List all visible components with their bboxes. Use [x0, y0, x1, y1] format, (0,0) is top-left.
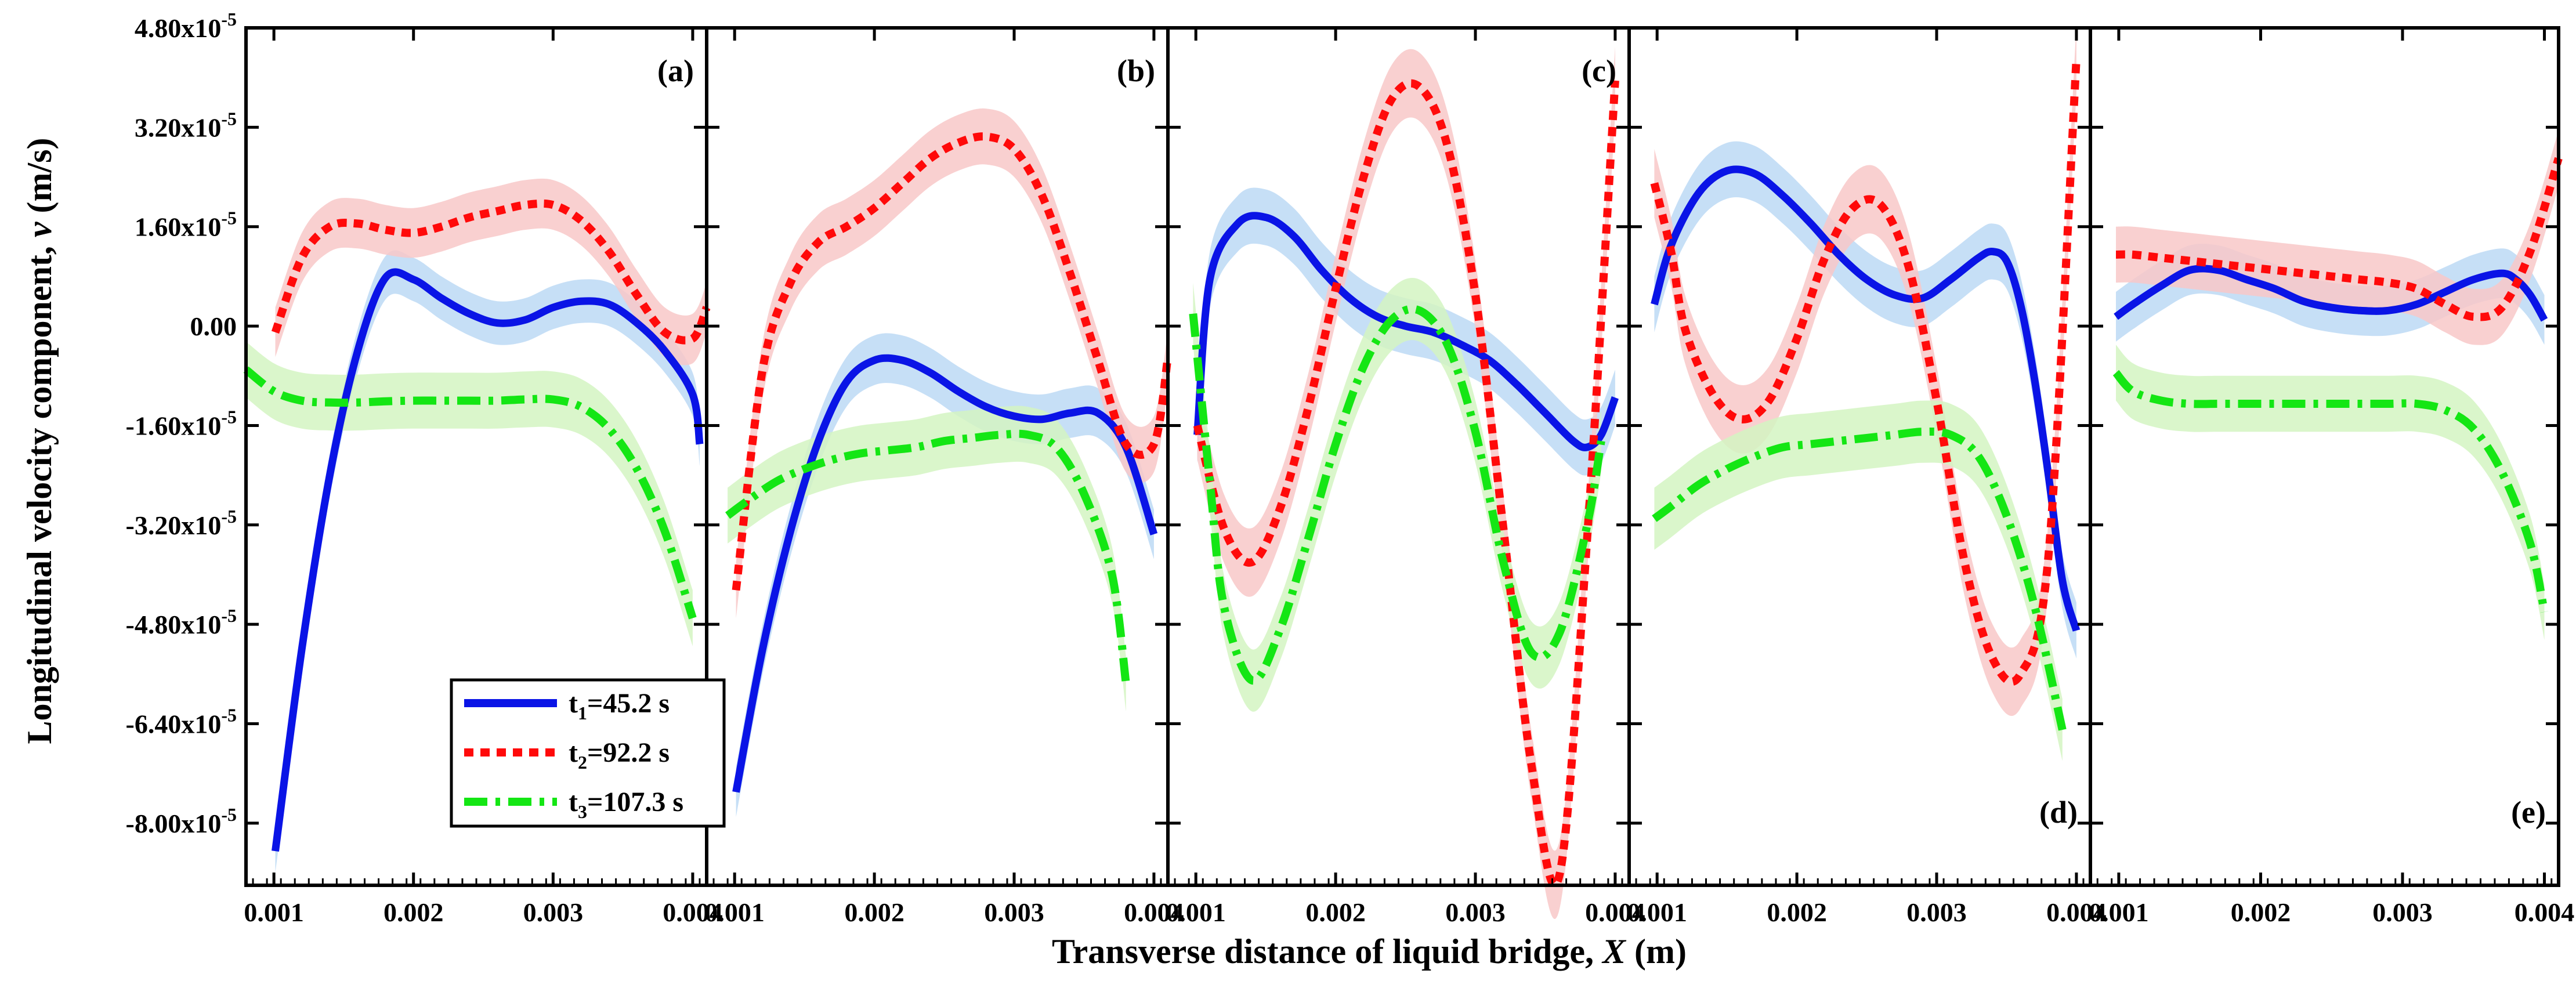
x-axis-title: Transverse distance of liquid bridge, X …	[1052, 932, 1687, 971]
x-tick-label: 0.002	[383, 897, 444, 927]
x-tick-label: 0.001	[2089, 897, 2149, 927]
panel-label-c: (c)	[1582, 53, 1616, 88]
line-panel1-t2	[271, 199, 711, 345]
x-axis-title-prefix: Transverse distance of liquid bridge,	[1052, 932, 1602, 971]
x-tick-label: 0.003	[2372, 897, 2433, 927]
panel-labels: (a) (b) (c) (d) (e)	[657, 53, 2546, 830]
panel-label-e: (e)	[2511, 795, 2546, 830]
band-panel1-t3	[246, 341, 693, 646]
band-panel2-t1	[736, 333, 1154, 817]
y-axis-title-var: v	[20, 221, 59, 237]
line-panel5-t3	[2112, 370, 2549, 613]
x-tick-label: 0.002	[1305, 897, 1366, 927]
y-tick-label: -3.20x10-5	[126, 506, 237, 540]
line-panel2-t3	[725, 429, 1130, 684]
series-lines	[243, 59, 2563, 889]
band-panel4-t2	[1654, 24, 2076, 716]
panel-label-d: (d)	[2039, 795, 2078, 830]
x-tick-label: 0.004	[2046, 897, 2107, 927]
y-axis-title: Longitudinal velocity component, v (m/s)	[20, 137, 59, 744]
y-tick-label: -8.00x10-5	[126, 804, 237, 838]
line-panel3-t3	[1189, 305, 1605, 685]
panel-label-b: (b)	[1117, 53, 1155, 88]
x-axis-title-unit: (m)	[1626, 932, 1687, 971]
legend-label-t3: t3=107.3 s	[569, 787, 683, 822]
line-panel2-t1	[732, 354, 1158, 793]
x-tick-label: 0.003	[523, 897, 584, 927]
legend-label-t2: t2=92.2 s	[569, 737, 670, 773]
y-tick-label: -1.60x10-5	[126, 406, 237, 440]
x-tick-label: 0.002	[1767, 897, 1827, 927]
axes	[244, 26, 2560, 887]
line-panel5-t1	[2114, 265, 2548, 322]
line-panel3-t1	[1193, 212, 1619, 451]
plot-frame	[244, 26, 2560, 887]
line-panel5-t2	[2115, 157, 2563, 321]
line-panel4-t2	[1650, 59, 2081, 686]
band-panel3-t2	[1197, 46, 1615, 920]
band-panel1-t2	[275, 178, 707, 365]
band-panel5-t3	[2116, 345, 2545, 640]
legend-label-t1: t1=45.2 s	[569, 688, 670, 723]
x-tick-label: 0.001	[1627, 897, 1687, 927]
band-panel2-t2	[736, 108, 1168, 618]
x-tick-label: 0.002	[844, 897, 905, 927]
y-tick-label: 0.00	[190, 312, 237, 341]
x-tick-label: 0.001	[704, 897, 765, 927]
y-tick-label: 4.80x10-5	[135, 9, 237, 43]
y-tick-label: 1.60x10-5	[135, 208, 237, 242]
y-axis-title-prefix: Longitudinal velocity component,	[20, 237, 59, 744]
x-tick-label: 0.004	[2515, 897, 2575, 927]
line-panel1-t1	[272, 268, 704, 852]
band-panel4-t1	[1654, 141, 2076, 659]
line-panel3-t2	[1193, 79, 1619, 889]
line-panel4-t1	[1651, 165, 2081, 632]
x-tick-label: 0.004	[663, 897, 723, 927]
x-tick-label: 0.001	[1166, 897, 1226, 927]
band-panel3-t3	[1193, 278, 1601, 712]
panel-label-a: (a)	[657, 53, 694, 88]
x-tick-label: 0.004	[1585, 897, 1645, 927]
x-tick-label: 0.002	[2231, 897, 2291, 927]
line-panel1-t3	[243, 366, 697, 620]
y-tick-label: 3.20x10-5	[135, 108, 237, 142]
x-axis-title-var: X	[1601, 932, 1627, 971]
legend: t1=45.2 s t2=92.2 s t3=107.3 s	[450, 678, 726, 828]
y-tick-label: -6.40x10-5	[126, 705, 237, 739]
band-panel2-t3	[728, 406, 1126, 712]
y-tick-label: -4.80x10-5	[126, 605, 237, 639]
y-axis-title-unit: (m/s)	[20, 137, 59, 222]
line-panel2-t2	[732, 132, 1172, 591]
x-tick-label: 0.003	[1445, 897, 1506, 927]
x-tick-label: 0.003	[1906, 897, 1967, 927]
x-tick-label: 0.003	[984, 897, 1044, 927]
x-tick-label: 0.001	[244, 897, 304, 927]
x-tick-label: 0.004	[1124, 897, 1184, 927]
line-panel4-t3	[1652, 428, 2067, 731]
